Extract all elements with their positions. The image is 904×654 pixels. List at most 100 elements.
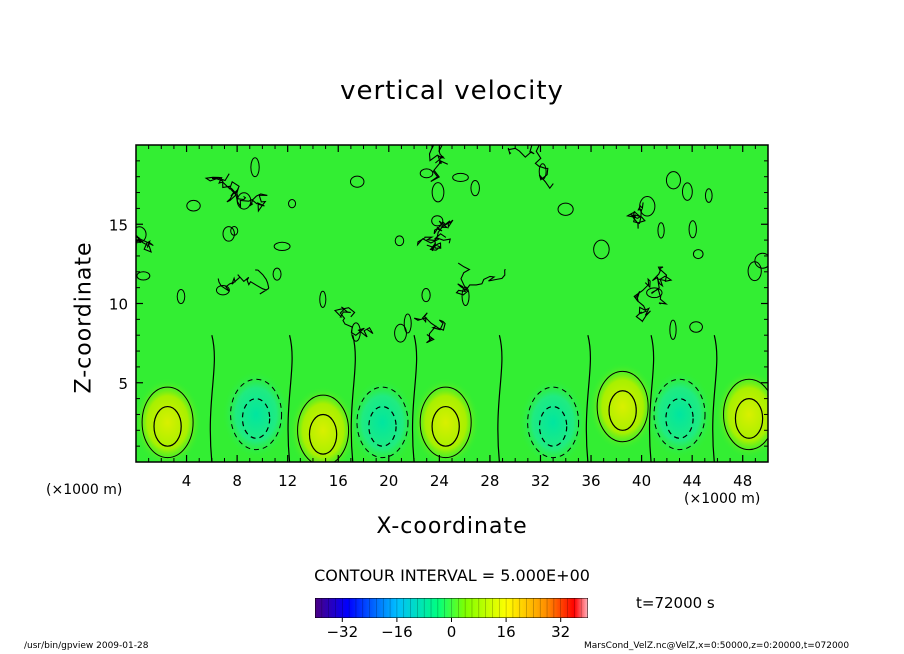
x-tick-label: 28 [480,472,499,490]
turbulent-contour [507,145,554,190]
x-unit-label: (×1000 m) [46,482,123,498]
x-tick-label: 12 [278,472,297,490]
updraft-cell [588,362,657,451]
downdraft-contour [653,378,706,451]
small-eddy [419,168,434,179]
updraft-core [734,398,764,439]
small-eddy [593,239,610,260]
downdraft-cell [519,378,588,462]
footer-source: MarsCond_VelZ.nc@VelZ,x=0:50000,z=0:2000… [584,641,850,651]
small-eddy [646,287,663,299]
x-tick-label: 8 [232,472,242,490]
zero-contour [411,335,418,462]
small-eddy [136,271,151,281]
downdraft-cell [645,370,714,459]
small-eddy [230,226,239,236]
x-tick-label: 48 [733,472,752,490]
turbulent-contour [217,269,270,295]
small-eddy [689,321,703,333]
small-eddy [704,188,713,203]
small-eddy [681,182,693,201]
x-axis-label: X-coordinate [376,514,528,539]
upper-contours [136,145,768,344]
zero-contour [585,335,592,462]
small-eddy [403,313,412,334]
updraft-core [608,390,637,431]
small-eddy [186,199,201,212]
turbulent-contour [136,235,154,253]
updraft-contour [297,394,350,462]
updraft-contour [723,378,768,451]
turbulent-contour [633,277,651,323]
chart-title: vertical velocity [340,76,564,106]
turbulent-contour [433,219,454,243]
small-eddy [319,290,327,308]
downdraft-core [241,398,271,439]
updraft-cell [715,370,768,459]
x-tick-label: 36 [581,472,600,490]
updraft-core [431,405,460,447]
turbulent-contour [333,306,374,338]
small-eddy [452,172,469,182]
colorbar-gradient [315,598,588,618]
small-eddy [222,226,235,242]
downdraft-core [665,398,694,439]
small-eddy [394,323,407,343]
small-eddy [136,226,147,243]
small-eddy [351,322,361,342]
small-eddy [754,252,768,269]
small-eddy [669,319,677,340]
downdraft-contour [230,378,283,451]
y-axis: 5 10 15 [109,160,768,447]
updraft-core [308,413,338,455]
downdraft-cell [222,370,291,459]
x-tick-label: 44 [683,472,702,490]
turbulent-contour [413,312,446,344]
zero-contour [497,335,503,462]
small-eddy [692,249,704,260]
updraft-cell [411,378,480,462]
x-tick-label: 24 [430,472,449,490]
small-eddy [470,180,480,197]
small-eddy [431,182,445,203]
turbulent-contour [625,202,646,229]
downdraft-contour [356,386,409,459]
downdraft-cell [348,378,417,462]
turbulent-contour [416,236,451,252]
zero-contour [287,335,293,462]
small-eddy [421,288,431,303]
x-tick-label: 4 [182,472,192,490]
x-tick-label: 16 [329,472,348,490]
colorbar [315,598,588,618]
small-eddy [557,202,574,216]
turbulent-contour [428,145,449,182]
x-unit-label-right: (×1000 m) [684,491,761,507]
turbulent-contour [455,262,506,296]
small-eddy [688,220,697,239]
x-axis: 4 8 12 16 20 24 28 32 36 40 44 48 [148,145,756,490]
zero-contour [712,335,718,462]
small-eddy [236,192,252,210]
small-eddy [461,286,470,306]
y-tick-label: 15 [109,216,128,234]
small-eddy [349,175,365,188]
updraft-cell [136,378,202,462]
updraft-core [153,405,182,447]
small-eddy [538,163,547,180]
x-tick-label: 40 [632,472,651,490]
downdraft-core [538,405,568,447]
turbulent-contour [204,173,247,203]
small-eddy [272,267,282,281]
zero-contour [350,335,356,462]
zero-contour [648,335,655,462]
x-tick-label: 20 [379,472,398,490]
small-eddy [273,241,291,251]
y-tick-label: 5 [118,375,128,393]
x-tick-label: 32 [531,472,550,490]
small-eddy [250,157,260,178]
y-tick-label: 10 [109,296,128,314]
updraft-contour [419,386,472,459]
small-eddy [665,171,681,190]
time-label: t=72000 s [636,594,715,612]
